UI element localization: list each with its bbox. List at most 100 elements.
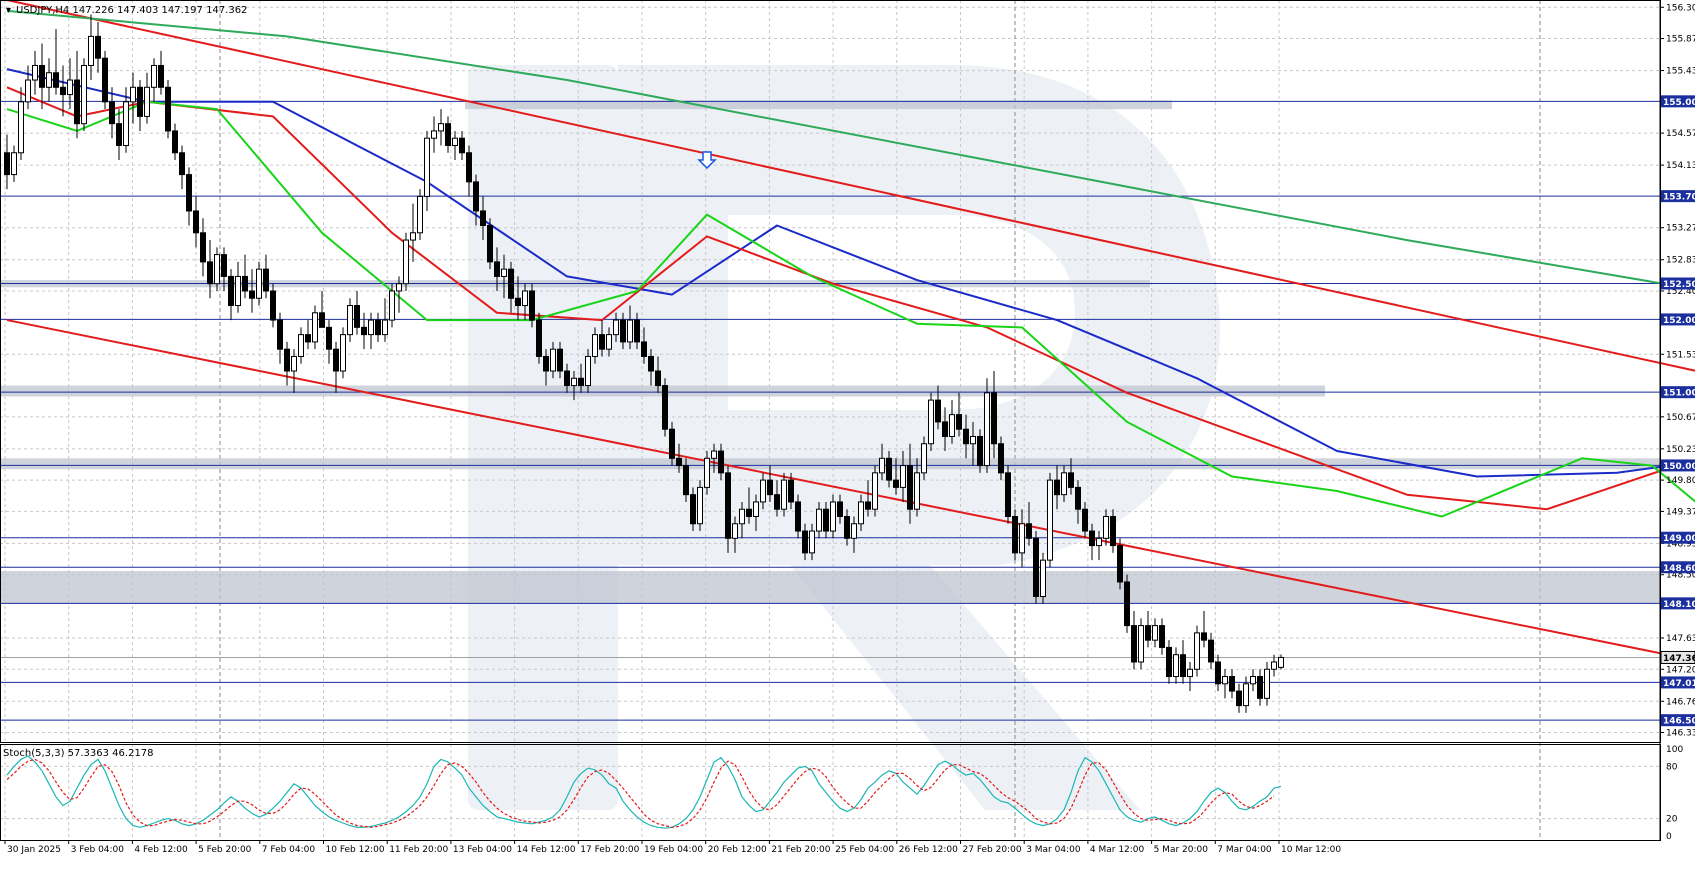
candle-body-bear [158, 64, 164, 88]
candle [529, 283, 535, 328]
level-tags: 155.007 153.704 152.503 152.009 151.009 150.0… [1660, 95, 1695, 727]
stoch-y-tick-label: 0 [1666, 832, 1672, 842]
y-tick-label: 152.400 [1666, 287, 1695, 297]
candle [914, 458, 920, 517]
candle-body-bear [669, 428, 675, 459]
candle [1264, 661, 1270, 706]
candle-body-bear [1229, 676, 1235, 692]
candle [697, 480, 703, 532]
level-tag [1661, 714, 1695, 727]
candle-body-bear [543, 355, 549, 372]
price-zone [0, 458, 1660, 470]
candle [375, 312, 381, 342]
candle [284, 341, 290, 386]
y-tick-label: 150.670 [1666, 413, 1695, 423]
candle [1089, 523, 1095, 561]
candle-body-bear [767, 479, 773, 496]
y-tick-label: 149.800 [1666, 476, 1695, 486]
level-tag [1661, 597, 1695, 610]
candle [1138, 618, 1144, 670]
candle-body-bull [1222, 676, 1228, 685]
candle-body-bull [592, 334, 598, 357]
candle-body-bear [165, 86, 171, 132]
candle-body-bear [1124, 581, 1130, 627]
candle-body-bear [102, 57, 108, 103]
candle [74, 50, 80, 139]
candle-body-bear [676, 457, 682, 467]
candle [998, 436, 1004, 481]
ma-slow-line [6, 68, 1695, 478]
candle-body-bear [655, 370, 661, 387]
candle-body-bear [445, 123, 451, 146]
candle [193, 196, 199, 248]
candle-body-bear [375, 319, 381, 336]
candle [1012, 509, 1018, 561]
candle [788, 472, 794, 510]
candle [53, 29, 59, 95]
candle [109, 87, 115, 139]
candle-body-bull [613, 319, 619, 336]
candle [1082, 501, 1088, 539]
level-tag-label: 148.106 [1663, 600, 1695, 610]
level-tag [1661, 561, 1695, 574]
candle-body-bull [585, 355, 591, 387]
candle-body-bear [4, 152, 10, 176]
candle-body-bear [473, 181, 479, 212]
time-axis: 30 Jan 2025 3 Feb 04:00 4 Feb 12:00 5 Feb 2… [4, 840, 1341, 855]
level-tag-label: 152.009 [1663, 316, 1695, 326]
candle-body-bull [550, 348, 556, 372]
y-tick-label: 146.760 [1666, 697, 1695, 707]
candle-body-bull [501, 268, 507, 277]
candle-body-bear [1005, 472, 1011, 517]
candle [32, 50, 38, 95]
candle-body-bull [781, 479, 787, 510]
candle-body-bear [837, 501, 843, 517]
candle [816, 501, 822, 539]
candle-body-bull [1040, 559, 1046, 598]
candle [802, 523, 808, 561]
candle [522, 283, 528, 321]
candle [1026, 501, 1032, 546]
candle-body-bear [207, 261, 213, 285]
candle-body-bull [18, 101, 24, 154]
candle-body-bull [928, 399, 934, 445]
candle-body-bear [886, 457, 892, 481]
candle-body-bull [1243, 683, 1249, 707]
candle-body-bear [333, 348, 339, 372]
x-tick-label: 19 Feb 04:00 [644, 845, 703, 855]
candle [872, 465, 878, 517]
y-tick-label: 154.570 [1666, 129, 1695, 139]
candle-body-bull [1152, 625, 1158, 641]
candle-body-bear [718, 450, 724, 474]
candle-body-bull [697, 486, 703, 525]
candle [102, 50, 108, 110]
candle-body-bull [130, 86, 136, 103]
candle-body-bull [753, 501, 759, 517]
candle [221, 247, 227, 291]
candle [186, 167, 192, 226]
candle [116, 109, 122, 161]
symbol-header-arrow[interactable]: ▾ [6, 5, 11, 16]
candle-body-bull [88, 35, 94, 66]
channel-upper-line [6, 0, 1695, 372]
candle-body-bear [795, 501, 801, 532]
y-tick-label: 155.430 [1666, 67, 1695, 77]
level-tag-label: 150.002 [1663, 462, 1695, 472]
candle-body-bear [1089, 530, 1095, 547]
y-tick-label: 151.530 [1666, 350, 1695, 360]
x-tick-label: 4 Mar 12:00 [1090, 845, 1145, 855]
candle-body-bear [1012, 515, 1018, 554]
candle [690, 487, 696, 532]
candle [333, 341, 339, 393]
candle-body-bull [872, 472, 878, 510]
candle-body-bear [39, 64, 45, 88]
candle-body-bull [235, 275, 241, 307]
candle-body-bull [984, 392, 990, 467]
candle-body-bull [1187, 668, 1193, 678]
candle [1166, 640, 1172, 684]
candle-body-bull [298, 334, 304, 357]
candle-body-bear [137, 86, 143, 117]
y-tick-label: 150.230 [1666, 445, 1695, 455]
